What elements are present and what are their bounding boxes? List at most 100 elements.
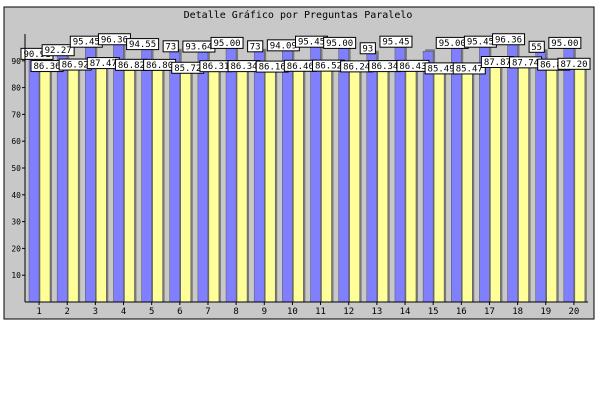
data-label-box [210, 36, 244, 49]
data-label-box [162, 40, 179, 53]
y-tick-label: 30 [11, 218, 21, 227]
x-tick-label: 2 [65, 307, 70, 317]
bar-yellow-7 [208, 70, 220, 303]
data-label: 86.82 [118, 61, 145, 71]
data-label: 92.27 [45, 46, 72, 56]
y-tick-label: 80 [11, 84, 21, 93]
bar-yellow-14 [405, 70, 417, 303]
data-label-box [41, 44, 75, 57]
data-label: 93 [362, 44, 373, 54]
bar-yellow-6 [180, 72, 191, 303]
data-label: 90.91 [23, 50, 50, 60]
data-label: 86.43 [399, 62, 426, 72]
data-label: 87.74 [512, 58, 539, 68]
data-label: 95.00 [439, 39, 466, 49]
data-label-box [557, 57, 591, 70]
data-label-box [452, 62, 486, 75]
data-label: 87.20 [560, 60, 587, 70]
data-label-box [247, 40, 264, 53]
y-tick-label: 50 [11, 164, 21, 173]
data-label: 86.36 [33, 62, 60, 72]
data-label: 93.64 [185, 43, 212, 53]
bar-yellow-15 [433, 72, 445, 303]
x-tick-label: 13 [371, 307, 382, 317]
bar-blue-9 [253, 50, 265, 303]
bar-blue-2 [56, 54, 68, 303]
bar-blue-12 [338, 47, 349, 303]
bar-blue-15 [422, 51, 434, 303]
x-tick-label: 17 [484, 307, 495, 317]
plot-area [25, 34, 588, 302]
data-label: 73 [165, 42, 176, 52]
bar-yellow-16 [462, 72, 473, 303]
data-label-box [492, 33, 526, 46]
bar-blue-16 [451, 47, 462, 303]
x-tick-label: 10 [287, 307, 298, 317]
data-label: 85.47 [456, 64, 483, 74]
x-tick-label: 18 [512, 307, 523, 317]
data-label: 73 [250, 42, 261, 52]
data-label-box [323, 36, 357, 49]
bar-blue-13 [366, 52, 378, 303]
bar-yellow-9 [264, 70, 276, 303]
data-label: 86.34 [231, 62, 258, 72]
bar-yellow-4 [124, 69, 135, 303]
data-label: 86.34 [371, 62, 398, 72]
bar-yellow-18 [518, 66, 529, 303]
data-label: 95.00 [551, 39, 578, 49]
data-label: 86.80 [146, 61, 173, 71]
x-tick-label: 20 [569, 307, 580, 317]
chart-title: Detalle Gráfico por Preguntas Paralelo [184, 9, 413, 21]
bar-blue-14 [394, 45, 406, 303]
x-tick-label: 11 [315, 307, 326, 317]
data-label-box [548, 36, 582, 49]
data-label: 85.72 [174, 64, 201, 74]
bar-blue-10 [282, 49, 293, 303]
data-label: 96.36 [101, 35, 128, 45]
x-ticks: 1 2 3 4 5 6 7 8 9 10 11 12 13 14 15 16 17 18 19 20 [36, 302, 579, 317]
bar-blue-1 [28, 58, 40, 303]
bar-blue-20 [563, 47, 575, 303]
bar-blue-5 [141, 48, 152, 303]
x-tick-label: 19 [540, 307, 551, 317]
bar-blue-4 [113, 43, 124, 303]
bar-blue-6 [169, 50, 180, 303]
y-tick-label: 90 [11, 57, 21, 66]
x-tick-label: 1 [36, 307, 41, 317]
y-tick-label: 60 [11, 137, 21, 146]
data-label: 95.45 [73, 38, 100, 48]
bar-blue-18 [507, 43, 518, 303]
x-tick-label: 9 [262, 307, 267, 317]
bar-yellow-3 [96, 67, 107, 303]
bar-blue-17 [479, 45, 490, 303]
data-label-box [528, 40, 545, 53]
x-tick-label: 15 [428, 307, 439, 317]
x-tick-label: 6 [177, 307, 182, 317]
bar-yellow-20 [574, 68, 586, 303]
data-label: 96.36 [495, 35, 522, 45]
data-label: 86.88 [540, 61, 567, 71]
data-label-box [359, 42, 376, 55]
data-label: 95.45 [467, 38, 494, 48]
bar-yellow-1 [39, 70, 51, 303]
data-label: 86.31 [202, 62, 229, 72]
data-labels-layer: 90.91 86.36 92.27 86.92 95.45 87.47 96.36 86.82… [20, 33, 591, 75]
x-tick-label: 14 [400, 307, 411, 317]
bar-yellow-17 [490, 66, 501, 303]
data-label: 86.52 [315, 62, 342, 72]
data-label: 95.45 [298, 38, 325, 48]
y-tick-label: 70 [11, 110, 21, 119]
x-tick-label: 5 [149, 307, 154, 317]
x-tick-label: 8 [233, 307, 238, 317]
data-label: 86.46 [287, 62, 314, 72]
data-label: 55 [531, 43, 542, 53]
y-tick-label: 10 [11, 271, 21, 280]
data-label: 95.00 [214, 39, 241, 49]
bar-yellow-13 [377, 70, 389, 303]
y-tick-label: 40 [11, 191, 21, 200]
bar-yellow-12 [349, 70, 360, 303]
data-label: 86.92 [62, 61, 89, 71]
data-label-box [379, 35, 413, 48]
data-label: 94.55 [129, 40, 156, 50]
